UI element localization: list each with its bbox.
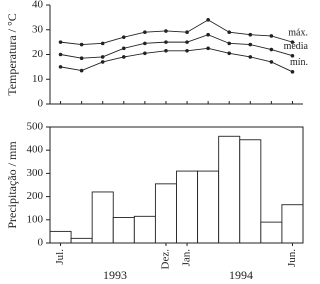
point (79, 42, 84, 47)
point (100, 60, 105, 64)
point (185, 40, 189, 44)
y-axis-title: Precipitação / mm (5, 141, 19, 229)
point (269, 47, 274, 52)
bar (218, 135, 241, 244)
axis-line (49, 5, 303, 105)
point (143, 30, 147, 35)
point (248, 42, 253, 47)
series-line (60, 47, 293, 73)
y-tick-label: 400 (27, 144, 44, 156)
point (164, 48, 168, 53)
point (121, 46, 126, 51)
y-tick-label: 500 (27, 121, 44, 133)
point (58, 40, 63, 44)
x-tick-label: Dez. (159, 249, 171, 270)
point (227, 30, 232, 35)
chart: 0 10 20 30 40 Temperatura / °C máx. média mín. 0 1… (5, 0, 309, 282)
bar (91, 191, 114, 244)
x-tick-label: Jun. (286, 249, 298, 267)
y-tick-label: 100 (27, 213, 44, 225)
y-tick-label: 300 (27, 167, 44, 179)
bar (154, 183, 177, 244)
series-line (60, 19, 293, 46)
bar (260, 221, 283, 244)
point (143, 41, 147, 46)
point (164, 40, 168, 44)
point (269, 60, 274, 64)
bar (176, 170, 199, 244)
point (227, 41, 232, 46)
point (79, 56, 84, 61)
series-label: máx. (288, 27, 308, 38)
bar (281, 204, 304, 244)
year-label: 1993 (103, 268, 127, 282)
series-label: mín. (290, 57, 308, 68)
point (185, 30, 189, 35)
y-tick-label: 0 (38, 98, 44, 110)
y-tick-label: 20 (32, 48, 44, 60)
y-tick-label: 40 (32, 0, 44, 11)
point (185, 48, 189, 53)
plot-frame (49, 126, 304, 244)
point (248, 32, 253, 37)
point (290, 53, 295, 58)
y-tick-label: 0 (38, 237, 44, 249)
point (227, 51, 232, 56)
bar (70, 237, 93, 244)
point (290, 70, 295, 74)
point (206, 18, 210, 22)
point (58, 52, 63, 57)
point (269, 34, 274, 38)
bar (112, 217, 135, 244)
x-tick-label: Jan. (181, 249, 193, 267)
point (121, 35, 126, 39)
point (58, 65, 63, 69)
point (290, 40, 295, 44)
point (121, 55, 126, 59)
point (206, 32, 210, 37)
point (143, 51, 147, 56)
year-label: 1994 (229, 268, 253, 282)
point (164, 29, 168, 33)
y-tick-label: 200 (27, 190, 44, 202)
point (100, 55, 105, 59)
x-tick-label: Jul. (54, 249, 66, 265)
point (206, 46, 210, 51)
point (100, 41, 105, 46)
bar (239, 139, 262, 244)
y-tick-label: 10 (32, 73, 44, 85)
bar (197, 170, 220, 244)
point (248, 55, 253, 59)
y-tick-label: 30 (32, 23, 44, 35)
series-line (60, 34, 293, 59)
point (79, 68, 84, 73)
y-axis-title: Temperatura / °C (5, 13, 19, 96)
series-label: média (284, 41, 309, 52)
bar (133, 215, 156, 244)
bar (49, 230, 72, 244)
